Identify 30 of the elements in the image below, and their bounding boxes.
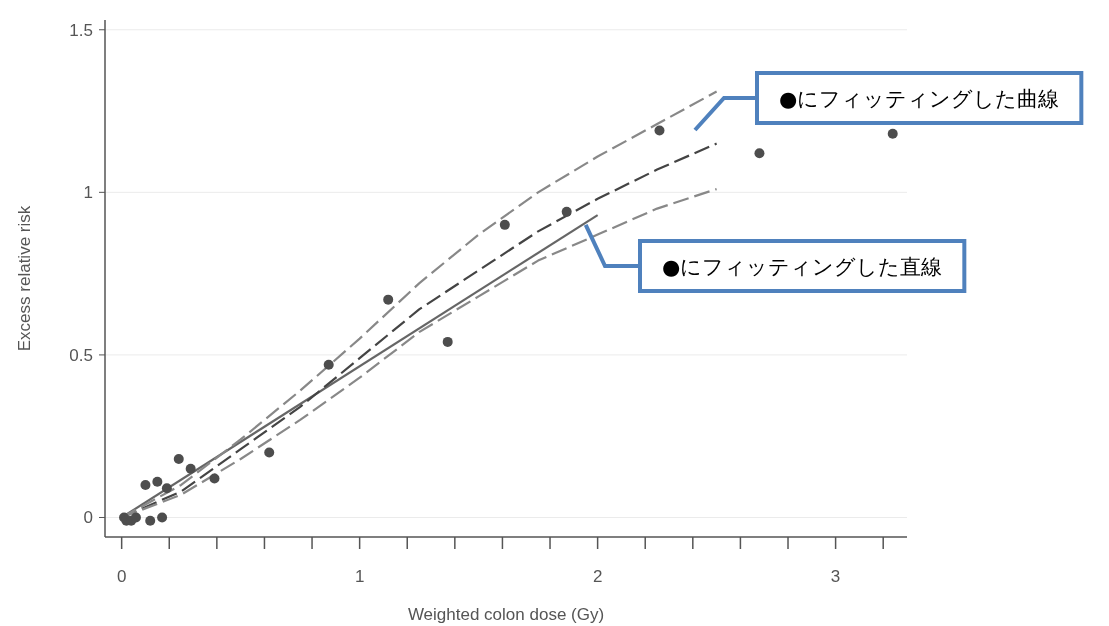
point: [209, 473, 220, 484]
point: [654, 125, 665, 136]
point: [264, 447, 275, 458]
point: [383, 294, 394, 305]
point: [145, 515, 156, 526]
point: [157, 512, 168, 523]
y-tick-label: 1: [83, 183, 93, 203]
annotation: ●にフィッティングした曲線: [779, 87, 1060, 111]
point: [754, 148, 765, 159]
point: [887, 128, 898, 139]
y-tick-label: 0: [83, 508, 93, 528]
y-tick-label: 0.5: [69, 345, 93, 365]
point: [173, 453, 184, 464]
point: [499, 219, 510, 230]
y-axis-title: Excess relative risk: [15, 205, 34, 352]
annotation: ●にフィッティングした直線: [662, 255, 943, 279]
x-tick-label: 3: [830, 567, 841, 586]
point: [161, 483, 172, 494]
x-tick-label: 2: [592, 567, 603, 586]
point: [442, 336, 453, 347]
x-tick-label: 1: [354, 567, 365, 586]
x-tick-label: 0: [116, 567, 127, 586]
point: [152, 476, 163, 487]
y-tick-label: 1.5: [69, 20, 93, 40]
point: [140, 479, 151, 490]
point: [130, 512, 141, 523]
point: [185, 463, 196, 474]
point: [323, 359, 334, 370]
point: [561, 206, 572, 217]
x-axis-title: Weighted colon dose (Gy): [407, 605, 605, 624]
